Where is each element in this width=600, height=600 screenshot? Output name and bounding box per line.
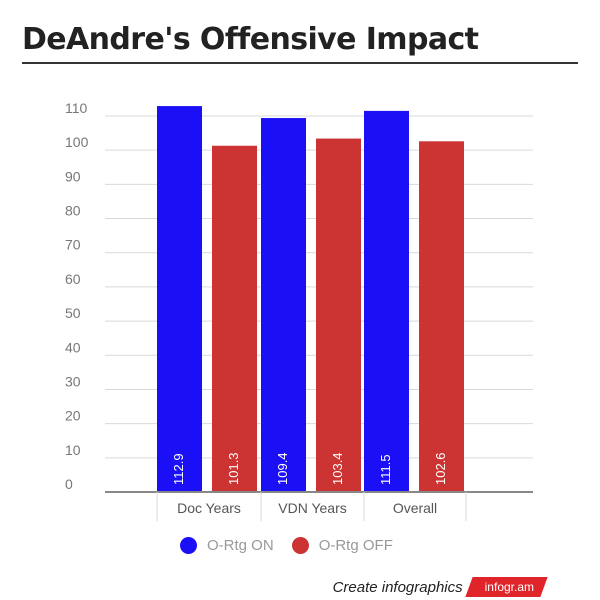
brand-logo-text: infogr.am (484, 580, 534, 594)
y-tick-label: 100 (65, 134, 89, 150)
bar-value-label: 111.5 (378, 454, 393, 485)
x-tick-label: Overall (393, 500, 437, 516)
y-tick-label: 90 (65, 168, 81, 184)
y-tick-label: 10 (65, 442, 81, 458)
legend-item-on[interactable]: O-Rtg ON (180, 537, 274, 554)
bars: 112.9 101.3 109.4 103.4 111.5 102.6 (157, 106, 464, 493)
bar-value-label: 101.3 (226, 452, 241, 485)
footer-text[interactable]: Create infographics (332, 578, 463, 596)
bar-value-label: 102.6 (433, 452, 448, 485)
axes: 0 10 20 30 40 50 60 70 80 90 100 110 Doc Years VDN Ye… (65, 100, 533, 521)
title-underline (22, 62, 578, 64)
y-tick-label: 110 (65, 100, 88, 116)
bar-on (261, 118, 306, 493)
footer: Create infographics infogr.am (333, 577, 544, 597)
bar-value-label: 109.4 (275, 452, 290, 485)
y-tick-label: 30 (65, 373, 81, 389)
legend: O-Rtg ON O-Rtg OFF (180, 537, 411, 554)
brand-badge[interactable]: infogr.am (469, 577, 544, 597)
bar-on (364, 110, 409, 492)
bar-off (212, 145, 257, 493)
y-tick-label: 0 (65, 476, 73, 492)
bar-value-label: 112.9 (171, 453, 186, 485)
legend-item-off[interactable]: O-Rtg OFF (291, 537, 393, 554)
legend-swatch-off (291, 537, 309, 554)
y-tick-label: 50 (65, 305, 81, 321)
y-tick-label: 60 (65, 271, 81, 287)
bar-on (157, 106, 202, 492)
y-tick-label: 70 (65, 237, 81, 253)
y-tick-label: 20 (65, 408, 81, 424)
x-tick-label: VDN Years (278, 500, 346, 516)
legend-label-on: O-Rtg ON (207, 537, 274, 554)
x-tick-label: Doc Years (177, 500, 241, 516)
legend-swatch-on (180, 537, 197, 554)
legend-label-off: O-Rtg OFF (318, 537, 393, 554)
y-tick-label: 80 (65, 203, 81, 219)
bar-off (316, 138, 361, 492)
chart-title: DeAndre's Offensive Impact (22, 22, 479, 57)
bar-off (419, 141, 464, 492)
y-tick-label: 40 (65, 339, 81, 355)
bar-value-label: 103.4 (330, 452, 345, 485)
